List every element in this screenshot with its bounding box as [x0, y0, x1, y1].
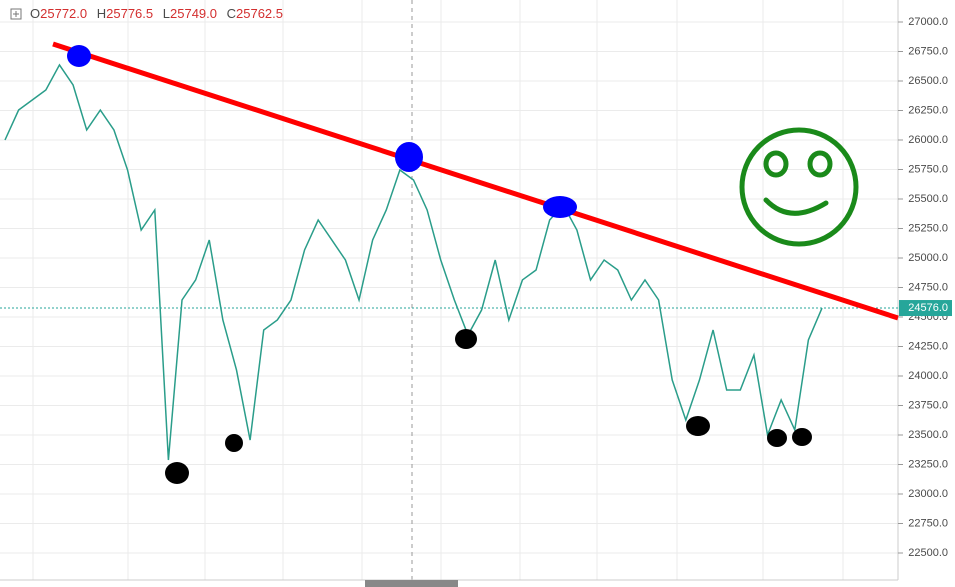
y-tick-label: 24000.0: [908, 370, 948, 382]
low-marker: [767, 429, 787, 447]
ohlc-value: 25762.5: [236, 6, 283, 21]
y-tick-label: 23500.0: [908, 429, 948, 441]
last-price-box: [899, 300, 952, 317]
ohlc-value: 25776.5: [106, 6, 153, 21]
peak-marker: [67, 45, 91, 67]
y-tick-label: 25000.0: [908, 252, 948, 264]
peak-marker: [543, 196, 577, 218]
trend-line: [52, 41, 899, 321]
header: O25772.0 H25776.5 L25749.0 C25762.5: [10, 6, 283, 21]
low-marker: [225, 434, 243, 452]
y-tick-label: 25500.0: [908, 193, 948, 205]
smiley: [739, 127, 859, 247]
plot: [0, 63, 898, 461]
peak-marker: [395, 142, 423, 172]
ohlc-value: 25772.0: [40, 6, 87, 21]
low-marker: [686, 416, 710, 436]
ohlc: O25772.0 H25776.5 L25749.0 C25762.5: [30, 6, 283, 21]
ohlc-key: L: [163, 6, 170, 21]
low-marker: [455, 329, 477, 349]
expand-icon[interactable]: [10, 8, 22, 20]
y-tick-label: 26000.0: [908, 134, 948, 146]
y-tick-label: 27000.0: [908, 16, 948, 28]
ohlc-key: H: [97, 6, 106, 21]
last-price-label: 24576.0: [908, 302, 948, 314]
ohlc-key: O: [30, 6, 40, 21]
low-marker: [165, 462, 189, 484]
low-marker: [792, 428, 812, 446]
ohlc-key: C: [227, 6, 236, 21]
y-tick-label: 22500.0: [908, 547, 948, 559]
y-tick-label: 26500.0: [908, 75, 948, 87]
y-tick-label: 24250.0: [908, 340, 948, 352]
y-tick-label: 25750.0: [908, 163, 948, 175]
y-tick-label: 26750.0: [908, 45, 948, 57]
ohlc-value: 25749.0: [170, 6, 217, 21]
y-tick-label: 24750.0: [908, 281, 948, 293]
y-tick-label: 23250.0: [908, 458, 948, 470]
y-tick-label: 23000.0: [908, 488, 948, 500]
y-tick-label: 22750.0: [908, 517, 948, 529]
annotations: [52, 41, 899, 484]
y-tick-label: 23750.0: [908, 399, 948, 411]
price-line: [4, 63, 823, 461]
y-tick-label: 25250.0: [908, 222, 948, 234]
y-tick-label: 26250.0: [908, 104, 948, 116]
time-axis-highlight: [365, 580, 458, 587]
h-grid: [0, 21, 898, 554]
